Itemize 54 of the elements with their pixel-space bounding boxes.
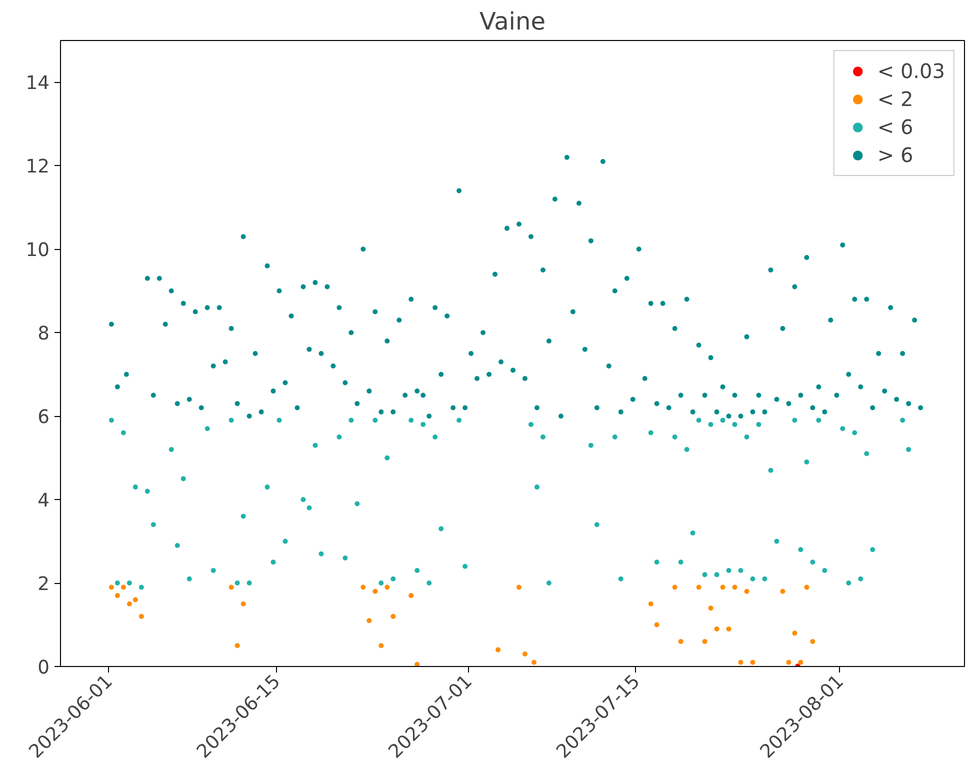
point	[708, 606, 714, 611]
point	[496, 647, 501, 652]
y-tick-label: 0	[38, 658, 50, 678]
point	[678, 638, 684, 644]
point	[384, 584, 390, 590]
point	[414, 662, 420, 666]
point	[780, 588, 786, 594]
y-tick-label: 4	[38, 490, 50, 512]
chart-title: Vaine	[480, 8, 546, 36]
point	[234, 643, 240, 648]
point	[726, 626, 732, 632]
point	[240, 601, 246, 606]
point	[228, 584, 234, 590]
point	[714, 626, 720, 632]
point	[654, 622, 660, 628]
y-tick-label: 14	[26, 73, 50, 94]
y-tick-label: 12	[26, 156, 50, 178]
point	[792, 630, 798, 636]
point	[804, 584, 810, 590]
point	[672, 584, 678, 590]
point	[114, 593, 120, 598]
point	[372, 588, 378, 594]
point	[366, 618, 372, 624]
point	[744, 588, 750, 594]
point	[408, 593, 414, 598]
point	[810, 638, 816, 644]
point	[738, 660, 744, 665]
point	[126, 601, 132, 606]
point	[120, 584, 126, 590]
point	[108, 584, 114, 590]
point	[378, 643, 384, 648]
y-tick-label: 2	[38, 574, 50, 596]
point	[786, 660, 792, 665]
point	[648, 601, 654, 606]
point	[516, 584, 522, 590]
point	[132, 597, 138, 602]
point	[702, 638, 708, 644]
y-tick-label: 10	[26, 240, 50, 262]
point	[696, 584, 702, 590]
point	[720, 584, 726, 590]
y-tick-label: 8	[38, 324, 50, 345]
point	[750, 660, 756, 665]
point	[390, 614, 396, 619]
point	[522, 651, 528, 656]
point	[798, 660, 804, 665]
point	[732, 584, 738, 590]
y-tick-label: 6	[38, 407, 50, 428]
point	[360, 584, 366, 590]
legend-label: < 2	[877, 87, 914, 111]
legend-label: < 0.03	[877, 59, 945, 83]
legend-label: < 6	[877, 115, 914, 139]
point	[138, 614, 144, 619]
point	[531, 660, 536, 665]
legend-label: > 6	[877, 143, 914, 167]
